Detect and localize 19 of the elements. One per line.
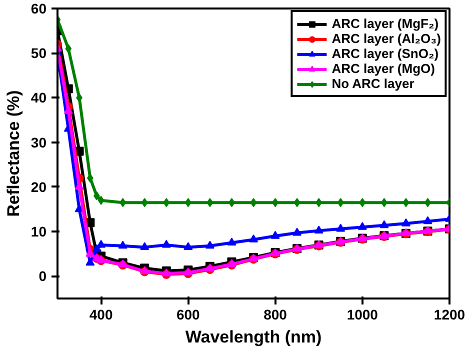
x-axis-title: Wavelength (nm) (185, 328, 322, 346)
legend-label: ARC layer (SnO₂) (332, 46, 439, 61)
x-tick-label: 600 (176, 306, 200, 322)
y-tick-label: 40 (30, 90, 47, 106)
legend-label: ARC layer (MgO) (332, 61, 435, 76)
x-tick-label: 400 (89, 306, 113, 322)
y-tick-label: 20 (30, 178, 47, 195)
y-tick-label: 0 (38, 268, 47, 284)
legend-label: No ARC layer (332, 76, 414, 91)
x-tick-label: 800 (264, 306, 288, 322)
y-tick-label: 10 (30, 224, 47, 240)
y-axis-title: Reflectance (%) (4, 90, 23, 217)
y-tick-label: 30 (30, 134, 47, 150)
legend-label: ARC layer (MgF₂) (332, 16, 439, 31)
x-tick-label: 1200 (434, 306, 466, 322)
y-tick-label: 60 (30, 0, 47, 16)
y-tick-label: 50 (30, 45, 47, 62)
x-tick-label: 1000 (346, 306, 378, 322)
legend-label: ARC layer (Al₂O₃) (332, 31, 441, 46)
